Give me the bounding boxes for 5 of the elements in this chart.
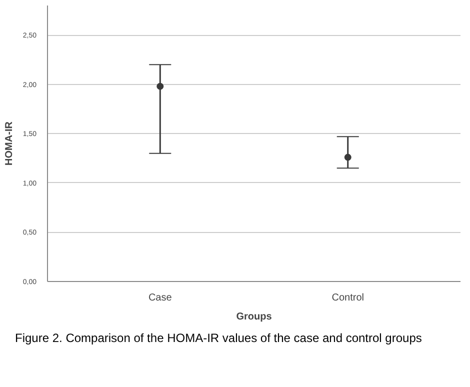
caption: Figure 2. Comparison of the HOMA-IR values of the case and control groups [15, 330, 422, 347]
x-tick-label: Control [332, 292, 364, 304]
x-axis-title: Groups [236, 312, 272, 322]
y-axis-title: HOMA-IR [4, 120, 15, 166]
x-tick-label: Case [148, 292, 172, 304]
